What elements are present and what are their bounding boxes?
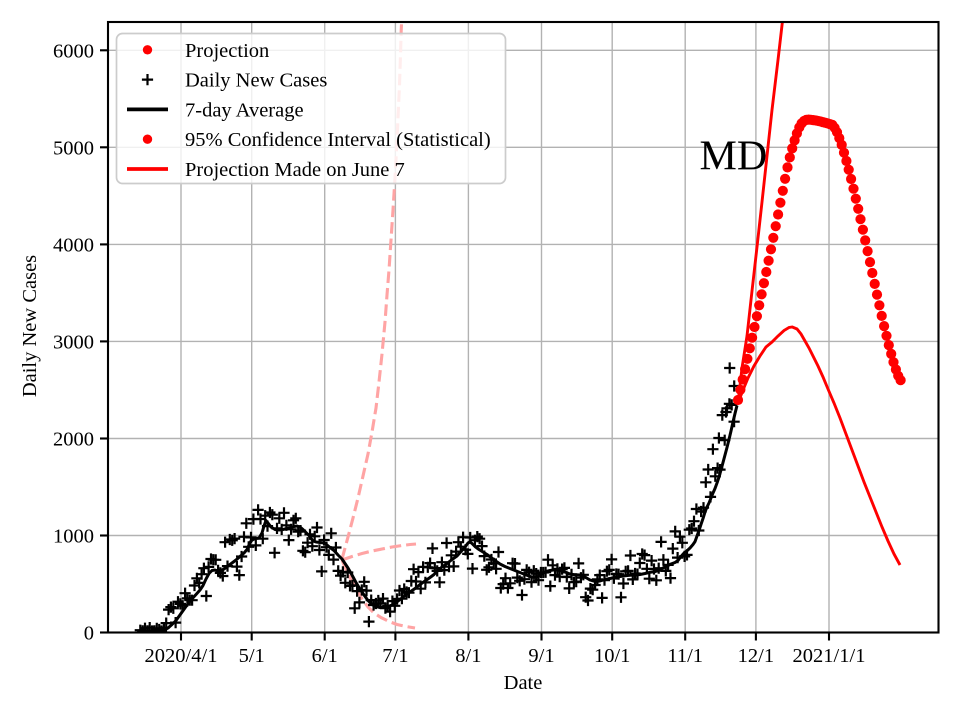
svg-text:1000: 1000 bbox=[53, 526, 94, 548]
svg-text:Daily New Cases: Daily New Cases bbox=[185, 70, 327, 92]
svg-text:7-day Average: 7-day Average bbox=[185, 99, 304, 121]
svg-text:0: 0 bbox=[84, 623, 94, 645]
svg-text:2020/4/1: 2020/4/1 bbox=[145, 645, 218, 667]
svg-text:3000: 3000 bbox=[53, 331, 94, 353]
svg-text:Projection: Projection bbox=[185, 40, 269, 62]
svg-text:5000: 5000 bbox=[53, 137, 94, 159]
svg-text:11/1: 11/1 bbox=[667, 645, 703, 667]
svg-text:10/1: 10/1 bbox=[594, 645, 630, 667]
svg-text:9/1: 9/1 bbox=[528, 645, 554, 667]
svg-text:2000: 2000 bbox=[53, 429, 94, 451]
svg-text:7/1: 7/1 bbox=[382, 645, 408, 667]
svg-text:6000: 6000 bbox=[53, 40, 94, 62]
svg-text:8/1: 8/1 bbox=[455, 645, 481, 667]
svg-text:MD: MD bbox=[700, 134, 768, 180]
svg-text:4000: 4000 bbox=[53, 234, 94, 256]
svg-text:5/1: 5/1 bbox=[239, 645, 265, 667]
svg-text:95% Confidence Interval (Stati: 95% Confidence Interval (Statistical) bbox=[185, 129, 491, 151]
svg-text:6/1: 6/1 bbox=[312, 645, 338, 667]
svg-text:2021/1/1: 2021/1/1 bbox=[793, 645, 866, 667]
svg-text:12/1: 12/1 bbox=[738, 645, 774, 667]
svg-text:Date: Date bbox=[504, 672, 543, 694]
svg-text:Daily New Cases: Daily New Cases bbox=[19, 255, 41, 397]
svg-text:Projection Made on June 7: Projection Made on June 7 bbox=[185, 159, 405, 181]
